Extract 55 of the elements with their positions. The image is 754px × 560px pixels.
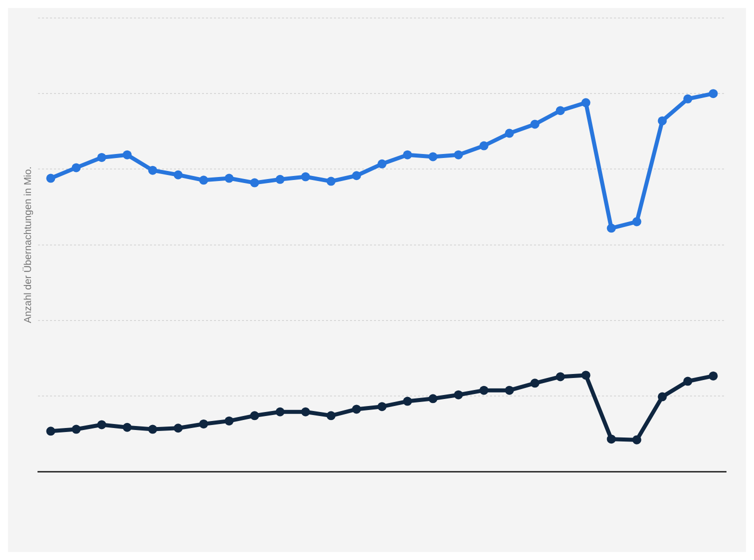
point bbox=[97, 420, 106, 430]
point bbox=[581, 98, 590, 108]
point bbox=[122, 150, 132, 160]
point bbox=[199, 419, 208, 428]
point bbox=[250, 411, 260, 420]
point bbox=[402, 150, 412, 160]
point bbox=[556, 372, 565, 382]
point bbox=[683, 94, 692, 104]
point bbox=[276, 174, 285, 184]
point bbox=[402, 396, 412, 406]
point bbox=[504, 386, 514, 395]
point bbox=[97, 152, 106, 162]
point bbox=[708, 371, 718, 380]
point bbox=[606, 224, 616, 233]
point bbox=[174, 424, 183, 433]
point bbox=[530, 378, 540, 388]
y-axis-title: Anzahl der Übernachtungen in Mio. bbox=[22, 166, 34, 324]
point bbox=[224, 174, 234, 183]
point bbox=[556, 106, 565, 116]
point bbox=[224, 416, 234, 426]
point bbox=[632, 217, 642, 226]
point bbox=[454, 390, 463, 400]
point bbox=[658, 392, 667, 402]
point bbox=[504, 128, 514, 138]
point bbox=[708, 89, 718, 98]
point bbox=[454, 150, 463, 160]
point bbox=[428, 394, 438, 404]
point bbox=[250, 178, 260, 188]
point bbox=[683, 376, 692, 386]
point bbox=[428, 152, 438, 162]
point bbox=[658, 116, 667, 126]
point bbox=[301, 172, 310, 182]
point bbox=[326, 176, 336, 186]
point bbox=[174, 170, 183, 180]
point bbox=[352, 171, 362, 180]
point bbox=[46, 174, 56, 183]
point bbox=[632, 435, 642, 444]
point bbox=[148, 424, 158, 434]
point bbox=[276, 407, 285, 416]
point bbox=[352, 404, 362, 414]
point bbox=[301, 407, 310, 416]
point bbox=[530, 120, 540, 129]
point bbox=[72, 163, 81, 172]
point bbox=[72, 424, 81, 434]
point bbox=[606, 434, 616, 444]
point bbox=[479, 141, 488, 150]
point bbox=[581, 370, 590, 380]
point bbox=[378, 402, 386, 412]
point bbox=[326, 411, 336, 420]
point bbox=[46, 426, 56, 436]
point bbox=[378, 159, 386, 168]
point bbox=[479, 386, 488, 395]
point bbox=[122, 422, 132, 432]
point bbox=[199, 176, 208, 185]
point bbox=[148, 166, 158, 175]
